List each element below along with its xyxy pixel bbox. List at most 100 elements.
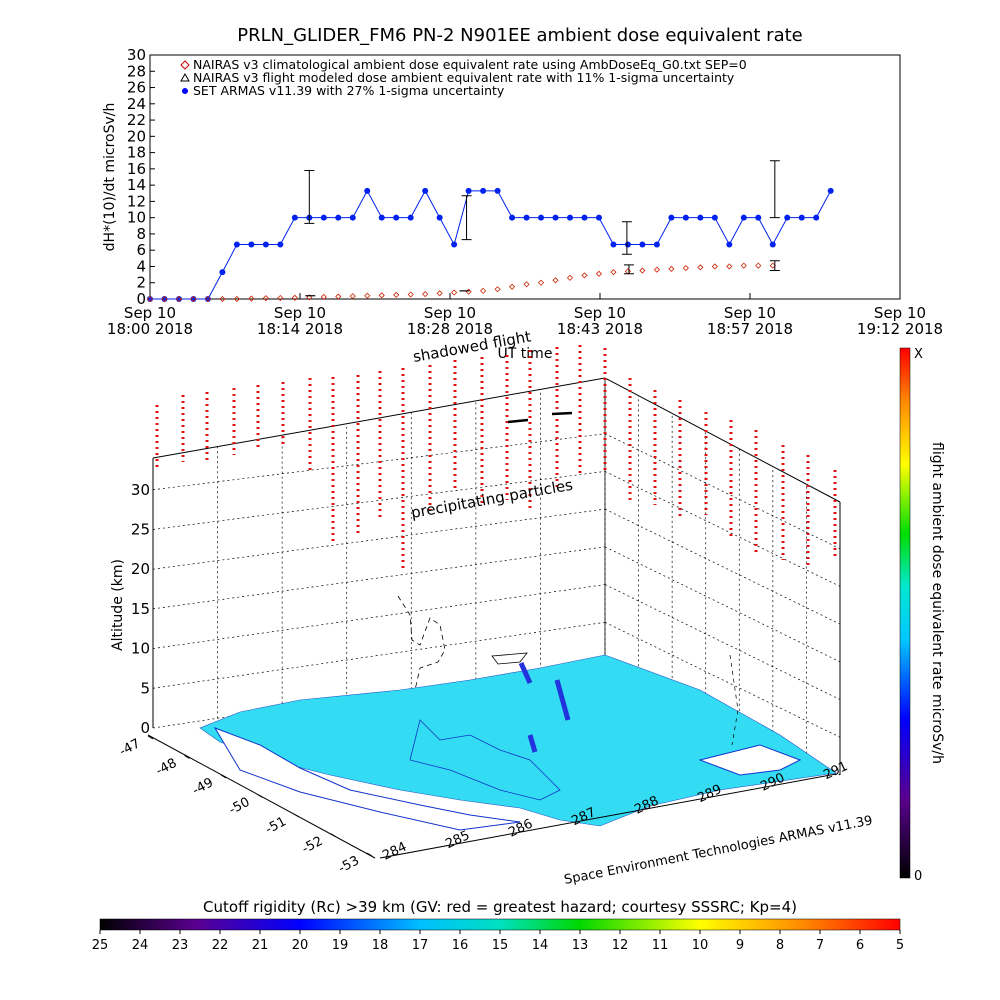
lat-tick-label: -52 — [300, 834, 326, 857]
z-tick-label: 25 — [131, 520, 150, 538]
data-point — [813, 214, 820, 221]
lon-axis-line — [379, 773, 837, 859]
grid-line — [604, 546, 841, 663]
flight-segment — [527, 734, 538, 753]
z-tick-label: 30 — [131, 481, 150, 499]
data-point — [480, 187, 487, 194]
y-tick-label: 0 — [136, 290, 146, 308]
colorbar-bottom-label: 0 — [914, 869, 922, 884]
data-point — [523, 281, 530, 288]
y-tick-label: 6 — [136, 241, 146, 259]
data-point — [248, 241, 255, 248]
data-point — [668, 214, 675, 221]
legend-label: SET ARMAS v11.39 with 27% 1-sigma uncert… — [193, 83, 505, 98]
x-axis-label: UT time — [498, 346, 553, 362]
error-bar — [621, 221, 632, 255]
z-tick-label: 20 — [131, 560, 150, 578]
data-point — [233, 295, 240, 303]
data-point — [538, 214, 545, 221]
ground-map — [199, 654, 837, 831]
grid-line — [152, 508, 606, 570]
legend-dot-marker — [182, 88, 188, 94]
x-tick-label-date: Sep 10 — [424, 304, 476, 322]
data-point — [682, 214, 689, 221]
data-point — [465, 187, 472, 194]
data-point — [740, 214, 747, 221]
data-point — [537, 279, 545, 286]
ground-surface — [199, 654, 837, 827]
colorbar-label: flight ambient dose equivalent rate micr… — [929, 442, 945, 764]
grid-line — [152, 433, 606, 491]
flight-shadow — [729, 654, 739, 746]
lat-tick-label: -50 — [227, 795, 253, 818]
x-tick-label-date: Sep 10 — [274, 304, 326, 322]
lat-tick-mark — [293, 813, 300, 818]
y-tick-label: 24 — [127, 95, 146, 113]
x-tick-label-time: 18:28 2018 — [407, 320, 493, 338]
data-point — [306, 294, 313, 301]
data-point — [668, 265, 675, 272]
lat-tick-mark — [366, 852, 373, 857]
x-tick-label-date: Sep 10 — [874, 304, 926, 322]
data-point — [219, 269, 226, 276]
y-axis-label: dH*(10)/dt microSv/h — [102, 103, 118, 252]
y-tick-label: 30 — [127, 46, 146, 64]
data-point — [552, 214, 559, 221]
data-point — [639, 241, 646, 248]
lat-tick-label: -53 — [336, 853, 362, 876]
data-point — [335, 293, 342, 300]
data-point — [422, 291, 429, 298]
annotation-shadowed-flight: shadowed flight — [412, 327, 533, 366]
data-point — [610, 241, 617, 248]
lake — [698, 744, 802, 776]
lat-tick-mark — [184, 755, 190, 759]
data-point — [653, 266, 660, 273]
data-point — [190, 295, 197, 303]
error-bar — [623, 264, 634, 275]
x-tick-label-date: Sep 10 — [574, 304, 626, 322]
data-point — [755, 214, 762, 221]
data-point — [393, 291, 400, 298]
x-tick-label-time: 18:00 2018 — [107, 320, 193, 338]
coastline — [213, 727, 521, 831]
colorbar-top-label: X — [914, 347, 923, 362]
legend: NAIRAS v3 climatological ambient dose eq… — [180, 57, 747, 98]
data-point — [161, 295, 168, 303]
data-point — [567, 214, 573, 221]
grid-line — [604, 433, 841, 549]
y-tick-label: 28 — [127, 62, 146, 80]
data-point — [784, 214, 791, 221]
data-point — [595, 214, 602, 221]
y-tick-label: 26 — [127, 79, 146, 97]
error-bar — [461, 195, 472, 241]
data-point — [494, 187, 501, 194]
y-tick-label: 22 — [127, 111, 146, 129]
flight-segment — [554, 679, 571, 721]
y-tick-label: 18 — [127, 144, 146, 162]
y-tick-label: 14 — [127, 176, 146, 194]
flight-shadow — [397, 595, 446, 691]
data-point — [697, 264, 704, 271]
data-point — [711, 263, 718, 270]
data-point — [248, 295, 255, 302]
data-point — [509, 283, 516, 290]
x-tick-label-time: 18:14 2018 — [257, 320, 343, 338]
grid-line — [604, 584, 841, 700]
data-point — [581, 214, 588, 221]
data-point — [364, 292, 371, 299]
annotation-precipitating-particles: precipitating particles — [410, 476, 575, 522]
legend-label: NAIRAS v3 climatological ambient dose eq… — [193, 57, 747, 72]
data-point — [320, 214, 327, 221]
y-tick-label: 8 — [136, 225, 146, 243]
data-point — [291, 294, 298, 301]
data-point — [364, 187, 371, 194]
dose-rate-chart: PRLN_GLIDER_FM6 PN-2 N901EE ambient dose… — [102, 25, 943, 362]
data-point — [291, 214, 298, 221]
data-point — [146, 295, 154, 303]
error-bar — [769, 260, 780, 272]
precipitating-particles — [155, 345, 837, 570]
grid-line — [604, 621, 841, 738]
